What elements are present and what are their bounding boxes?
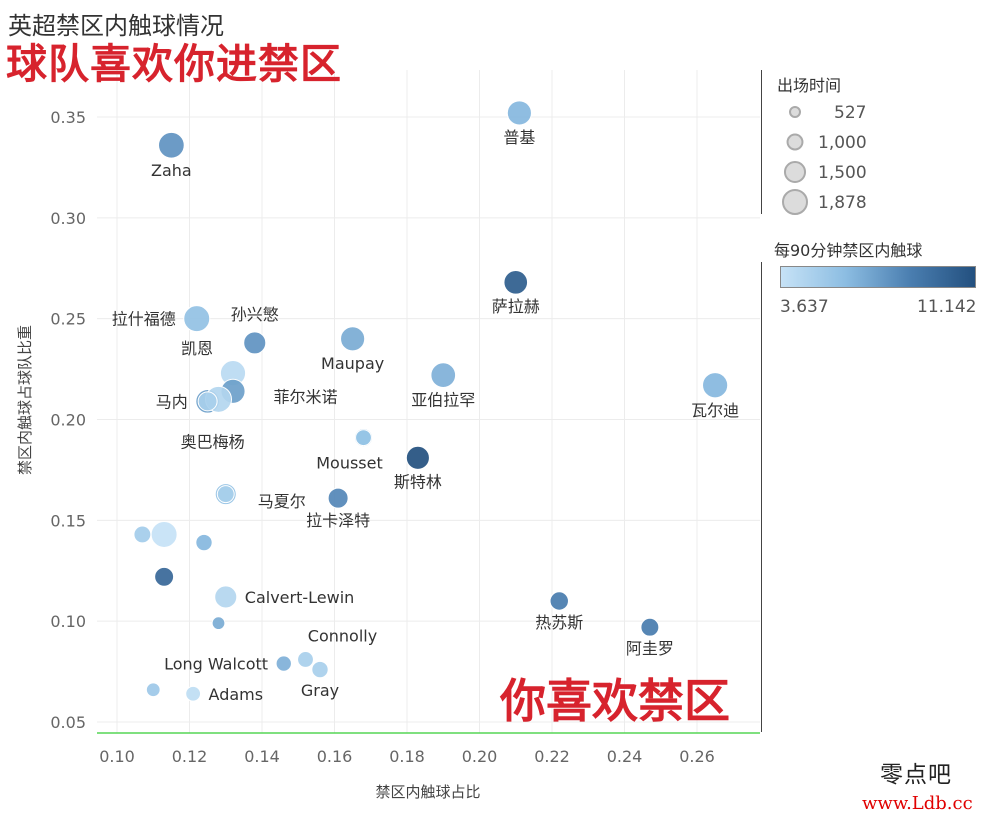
watermark-url: www.Ldb.cc xyxy=(862,793,973,814)
size-legend-label: 1,878 xyxy=(818,193,867,213)
color-legend-max: 11.142 xyxy=(917,297,977,317)
data-point xyxy=(145,682,161,698)
data-point xyxy=(154,566,175,587)
data-point xyxy=(506,100,532,126)
data-point xyxy=(430,362,457,388)
x-tick-label: 0.22 xyxy=(534,747,570,766)
size-legend-label: 1,000 xyxy=(818,133,867,153)
size-legend-title: 出场时间 xyxy=(777,76,842,95)
data-point xyxy=(640,617,660,637)
x-tick-label: 0.16 xyxy=(317,747,353,766)
x-tick-label: 0.10 xyxy=(99,747,135,766)
point-label: 普基 xyxy=(503,128,535,147)
y-tick-label: 0.25 xyxy=(50,310,86,329)
point-label: Zaha xyxy=(151,161,192,180)
data-point xyxy=(150,520,178,548)
x-tick-label: 0.24 xyxy=(607,747,643,766)
point-label: Maupay xyxy=(321,354,384,373)
x-tick-label: 0.18 xyxy=(389,747,425,766)
point-label: 亚伯拉罕 xyxy=(411,390,475,409)
color-legend-gradient xyxy=(780,266,976,288)
point-label: Gray xyxy=(301,681,339,700)
legend-divider-top xyxy=(761,70,762,214)
y-tick-label: 0.35 xyxy=(50,108,86,127)
point-label: Mousset xyxy=(316,454,383,473)
chart-subtitle: 球队喜欢你进禁区 xyxy=(6,40,342,88)
legend-divider-bottom xyxy=(761,262,762,732)
point-label: 斯特林 xyxy=(394,472,442,491)
data-point xyxy=(211,616,226,631)
size-legend-marker xyxy=(782,189,808,215)
data-point xyxy=(133,525,152,544)
point-label: 孙兴慜 xyxy=(231,305,279,324)
x-tick-label: 0.20 xyxy=(462,747,498,766)
data-point xyxy=(355,429,372,447)
point-label: 拉什福德 xyxy=(112,310,176,329)
data-point xyxy=(503,270,529,295)
annotation-text: 你喜欢禁区 xyxy=(500,674,730,728)
data-point xyxy=(327,487,349,509)
chart-title: 英超禁区内触球情况 xyxy=(8,12,224,40)
data-point xyxy=(158,131,185,159)
point-label: 奥巴梅杨 xyxy=(181,432,245,451)
point-label: 菲尔米诺 xyxy=(274,387,338,406)
point-label: 拉卡泽特 xyxy=(306,511,370,530)
data-point xyxy=(275,655,292,672)
size-legend-marker xyxy=(789,106,801,118)
data-point xyxy=(185,685,202,702)
y-tick-label: 0.10 xyxy=(50,612,86,631)
data-point xyxy=(183,305,211,333)
point-label: 萨拉赫 xyxy=(492,297,540,316)
y-tick-label: 0.05 xyxy=(50,713,86,732)
data-point xyxy=(405,445,430,470)
point-label: 马夏尔 xyxy=(258,492,306,511)
data-point xyxy=(195,533,213,552)
watermark-logo-text: 零点吧 xyxy=(880,762,952,788)
data-point xyxy=(340,326,366,352)
point-label: 热苏斯 xyxy=(535,613,583,632)
size-legend-label: 1,500 xyxy=(818,163,867,183)
size-legend-marker xyxy=(783,160,807,184)
x-axis-label: 禁区内触球占比 xyxy=(375,783,480,801)
point-label: 马内 xyxy=(156,392,188,411)
x-tick-label: 0.14 xyxy=(244,747,280,766)
color-legend-min: 3.637 xyxy=(780,297,829,317)
point-label: Adams xyxy=(209,685,264,704)
y-tick-label: 0.30 xyxy=(50,209,86,228)
point-label: Connolly xyxy=(308,626,377,645)
y-tick-label: 0.20 xyxy=(50,411,86,430)
point-label: 瓦尔迪 xyxy=(691,401,739,420)
data-point xyxy=(311,660,329,679)
data-point xyxy=(549,591,569,611)
point-label: Long Walcott xyxy=(164,655,268,674)
color-legend-title: 每90分钟禁区内触球 xyxy=(774,241,923,260)
data-point xyxy=(702,372,729,399)
data-point xyxy=(214,585,238,609)
data-point xyxy=(297,651,314,668)
point-label: 阿圭罗 xyxy=(626,639,674,658)
y-tick-label: 0.15 xyxy=(50,511,86,530)
x-tick-label: 0.12 xyxy=(172,747,208,766)
size-legend-label: 527 xyxy=(834,103,867,123)
data-point xyxy=(216,485,235,504)
point-label: 凯恩 xyxy=(181,339,213,358)
size-legend-marker xyxy=(786,133,804,151)
data-point xyxy=(197,391,218,412)
point-label: Calvert-Lewin xyxy=(245,588,355,607)
y-axis-label: 禁区内触球占球队比重 xyxy=(16,325,34,475)
x-tick-label: 0.26 xyxy=(679,747,715,766)
data-point xyxy=(243,331,267,355)
